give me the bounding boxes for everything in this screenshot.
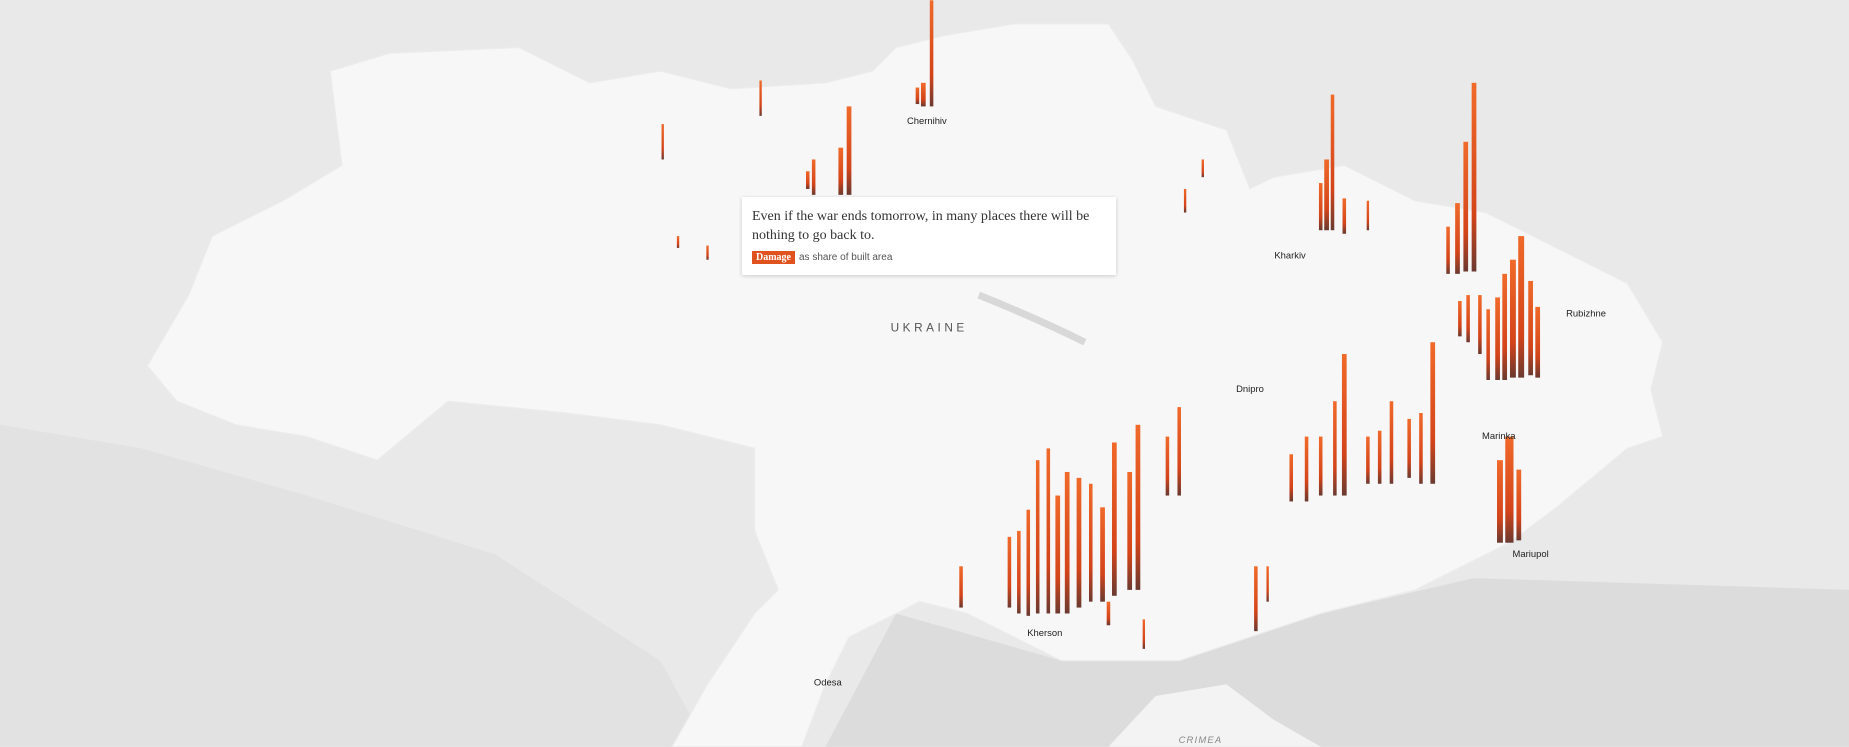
sea [825, 578, 1849, 747]
damage-spike [1502, 273, 1508, 380]
damage-spike [805, 171, 810, 189]
damage-spike [915, 87, 920, 105]
damage-spike [1366, 436, 1370, 484]
legend-chip: Damage [752, 251, 795, 264]
damage-spike [1389, 401, 1394, 484]
damage-spike [1035, 460, 1040, 614]
damage-spike [920, 82, 926, 107]
damage-spike [1100, 507, 1105, 602]
damage-spike [1017, 530, 1021, 614]
info-card: Even if the war ends tomorrow, in many p… [742, 197, 1116, 275]
damage-spike [1318, 436, 1323, 496]
damage-spike [661, 124, 664, 160]
city-label: Dnipro [1236, 383, 1264, 394]
damage-spike [1466, 295, 1470, 343]
damage-spike [1076, 477, 1082, 608]
damage-spike [1304, 436, 1309, 502]
damage-spike [1377, 430, 1382, 484]
damage-spike [1419, 413, 1423, 484]
damage-spike [1324, 159, 1329, 231]
damage-spike [1509, 259, 1516, 378]
damage-spike [1516, 469, 1522, 541]
damage-spike [1407, 418, 1411, 478]
crimea-outline [1108, 684, 1321, 747]
damage-spike [1471, 82, 1477, 272]
city-label: Mariupol [1513, 548, 1549, 559]
damage-spike [929, 0, 934, 107]
damage-spike [1446, 226, 1450, 274]
damage-spike [1495, 297, 1500, 380]
damage-spike [1177, 407, 1181, 496]
city-label: Kharkiv [1274, 250, 1306, 261]
city-label: Chernihiv [907, 115, 947, 126]
city-label: Rubizhne [1566, 307, 1606, 318]
damage-spike [1088, 483, 1093, 602]
damage-spike [1026, 509, 1031, 616]
damage-spike [1505, 436, 1514, 543]
damage-spike [1497, 460, 1503, 543]
damage-spike [1111, 442, 1117, 596]
damage-spike [1455, 203, 1460, 274]
damage-spike [1366, 200, 1370, 231]
damage-spike [759, 80, 762, 116]
damage-spike [1142, 619, 1146, 649]
damage-spike [838, 147, 844, 195]
damage-spike [1518, 236, 1525, 378]
damage-spike [1535, 306, 1541, 378]
city-label: Kherson [1027, 627, 1062, 638]
damage-spike [1486, 309, 1490, 380]
damage-spike [676, 236, 680, 248]
damage-spike [1127, 471, 1133, 590]
damage-spike [959, 566, 963, 608]
country-label: UKRAINE [891, 322, 968, 335]
region-label: CRIMEA [1179, 734, 1223, 745]
damage-spike [846, 106, 852, 195]
damage-spike [1528, 280, 1533, 376]
damage-spike [1007, 536, 1012, 608]
neighbor-land [0, 424, 708, 747]
city-label: Odesa [814, 676, 843, 687]
damage-spike [1341, 354, 1347, 496]
damage-spike [1254, 566, 1258, 632]
damage-spike [1430, 342, 1436, 484]
damage-spike [1266, 566, 1269, 602]
damage-spike [1478, 295, 1482, 355]
river [977, 291, 1087, 346]
damage-spike [1046, 448, 1051, 614]
legend-note: as share of built area [799, 252, 893, 263]
ukraine-outline [146, 23, 1664, 747]
damage-spike [1055, 495, 1061, 614]
damage-spike [1342, 198, 1347, 234]
legend: Damage as share of built area [752, 251, 1106, 264]
damage-spike [706, 245, 709, 260]
damage-spike [1064, 471, 1070, 614]
damage-spike [1201, 159, 1204, 178]
damage-spike [1318, 183, 1323, 231]
damage-spike [1289, 454, 1294, 502]
damage-spike [1458, 300, 1462, 337]
damage-spike [1183, 188, 1187, 213]
card-text: Even if the war ends tomorrow, in many p… [752, 209, 1090, 243]
damage-spike [1333, 401, 1337, 496]
damage-spike [1106, 601, 1111, 626]
damage-spike [811, 159, 816, 195]
damage-spike [1135, 424, 1141, 590]
damage-layer [661, 0, 1541, 649]
damage-spike [1330, 94, 1335, 231]
city-label: Marinka [1482, 430, 1516, 441]
damage-spike [1165, 436, 1170, 496]
damage-spike [1463, 141, 1469, 272]
